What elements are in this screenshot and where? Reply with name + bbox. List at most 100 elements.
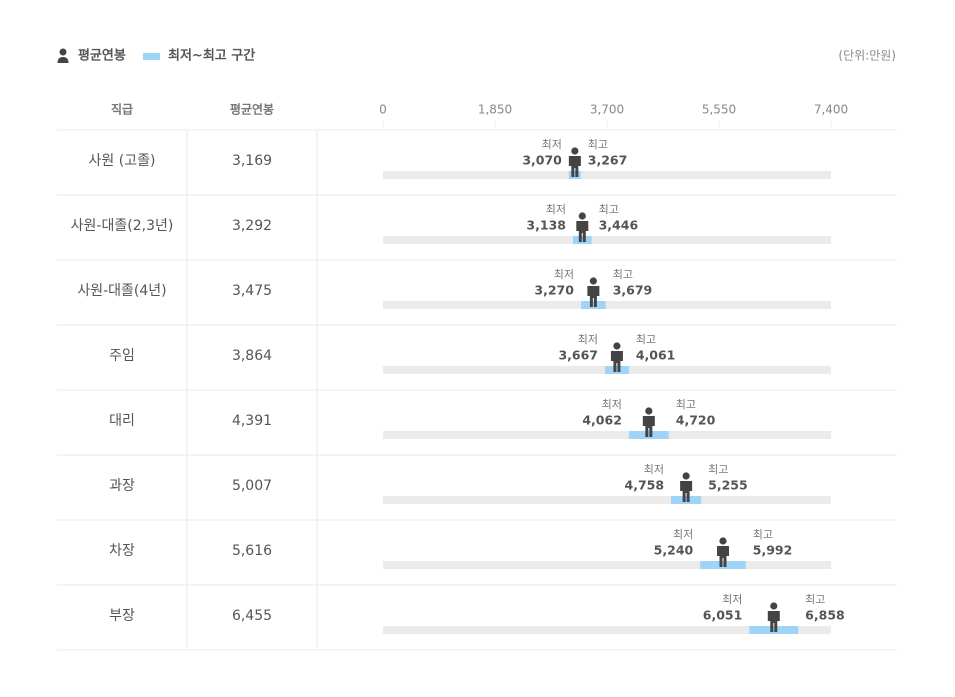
marker-body <box>610 351 623 372</box>
min-caption: 최저 <box>673 528 693 541</box>
track <box>383 236 831 244</box>
average-cell: 3,292 <box>232 218 272 234</box>
legend-label: 최저~최고 구간 <box>168 48 255 64</box>
min-caption: 최저 <box>554 268 574 281</box>
max-value: 4,061 <box>636 348 676 363</box>
max-caption: 최고 <box>805 593 825 606</box>
average-cell: 5,007 <box>232 478 272 494</box>
track <box>383 561 831 569</box>
average-marker <box>680 472 693 502</box>
min-value: 5,240 <box>654 543 694 558</box>
min-value: 6,051 <box>703 608 743 623</box>
marker-body <box>576 221 589 242</box>
marker-body <box>767 611 780 632</box>
marker-body <box>642 416 655 437</box>
max-value: 4,720 <box>676 413 716 428</box>
marker-head <box>578 212 586 220</box>
x-tick-label: 3,700 <box>590 103 624 117</box>
min-value: 3,070 <box>522 153 562 168</box>
max-caption: 최고 <box>613 268 633 281</box>
marker-body <box>568 156 581 177</box>
average-cell: 6,455 <box>232 608 272 624</box>
marker-head <box>571 147 579 155</box>
max-value: 3,679 <box>613 283 653 298</box>
x-tick-label: 7,400 <box>814 103 848 117</box>
average-cell: 3,864 <box>232 348 272 364</box>
range-bar <box>749 626 799 634</box>
average-marker <box>568 147 581 177</box>
range-bar <box>605 366 629 374</box>
max-caption: 최고 <box>636 333 656 346</box>
average-marker <box>642 407 655 437</box>
range-bar <box>671 496 702 504</box>
average-marker <box>610 342 623 372</box>
range-bar <box>572 236 592 244</box>
category-label: 과장 <box>109 478 135 494</box>
legend-icon <box>57 57 69 63</box>
average-marker <box>716 537 729 567</box>
category-label: 부장 <box>109 608 135 624</box>
unit-label: (단위:만원) <box>838 49 896 63</box>
legend-swatch <box>143 53 160 60</box>
average-cell: 4,391 <box>232 413 272 429</box>
category-label: 사원-대졸(4년) <box>77 283 166 299</box>
column-header: 직급 <box>111 102 133 117</box>
max-caption: 최고 <box>753 528 773 541</box>
average-marker <box>576 212 589 242</box>
column-header: 평균연봉 <box>230 102 274 117</box>
min-value: 4,062 <box>582 413 622 428</box>
x-tick-label: 1,850 <box>478 103 512 117</box>
marker-body <box>680 481 693 502</box>
min-caption: 최저 <box>644 463 664 476</box>
marker-head <box>613 342 621 350</box>
average-marker <box>587 277 600 307</box>
min-caption: 최저 <box>578 333 598 346</box>
min-value: 4,758 <box>625 478 665 493</box>
range-bar <box>580 301 606 309</box>
legend-icon <box>59 48 67 56</box>
marker-head <box>645 407 653 415</box>
max-value: 5,255 <box>708 478 748 493</box>
marker-body <box>587 286 600 307</box>
max-caption: 최고 <box>588 138 608 151</box>
min-value: 3,667 <box>558 348 598 363</box>
marker-head <box>719 537 727 545</box>
min-caption: 최저 <box>542 138 562 151</box>
max-value: 5,992 <box>753 543 793 558</box>
max-value: 6,858 <box>805 608 845 623</box>
legend-label: 평균연봉 <box>78 48 126 64</box>
marker-head <box>770 602 778 610</box>
min-caption: 최저 <box>722 593 742 606</box>
max-value: 3,446 <box>599 218 639 233</box>
average-marker <box>767 602 780 632</box>
category-label: 주임 <box>109 348 135 364</box>
x-tick-label: 5,550 <box>702 103 736 117</box>
max-caption: 최고 <box>599 203 619 216</box>
category-label: 사원-대졸(2,3년) <box>71 218 174 234</box>
average-cell: 5,616 <box>232 543 272 559</box>
max-caption: 최고 <box>676 398 696 411</box>
track <box>383 171 831 179</box>
max-value: 3,267 <box>588 153 628 168</box>
track <box>383 496 831 504</box>
category-label: 차장 <box>109 543 135 559</box>
marker-body <box>716 546 729 567</box>
min-caption: 최저 <box>602 398 622 411</box>
range-bar <box>628 431 669 439</box>
min-value: 3,270 <box>534 283 574 298</box>
category-label: 대리 <box>109 413 135 429</box>
min-caption: 최저 <box>546 203 566 216</box>
range-bar <box>568 171 581 179</box>
track <box>383 301 831 309</box>
track <box>383 626 831 634</box>
range-bar <box>700 561 746 569</box>
track <box>383 431 831 439</box>
average-cell: 3,475 <box>232 283 272 299</box>
marker-head <box>682 472 690 480</box>
min-value: 3,138 <box>526 218 566 233</box>
marker-head <box>589 277 597 285</box>
max-caption: 최고 <box>708 463 728 476</box>
average-cell: 3,169 <box>232 153 272 169</box>
category-label: 사원 (고졸) <box>89 153 156 169</box>
